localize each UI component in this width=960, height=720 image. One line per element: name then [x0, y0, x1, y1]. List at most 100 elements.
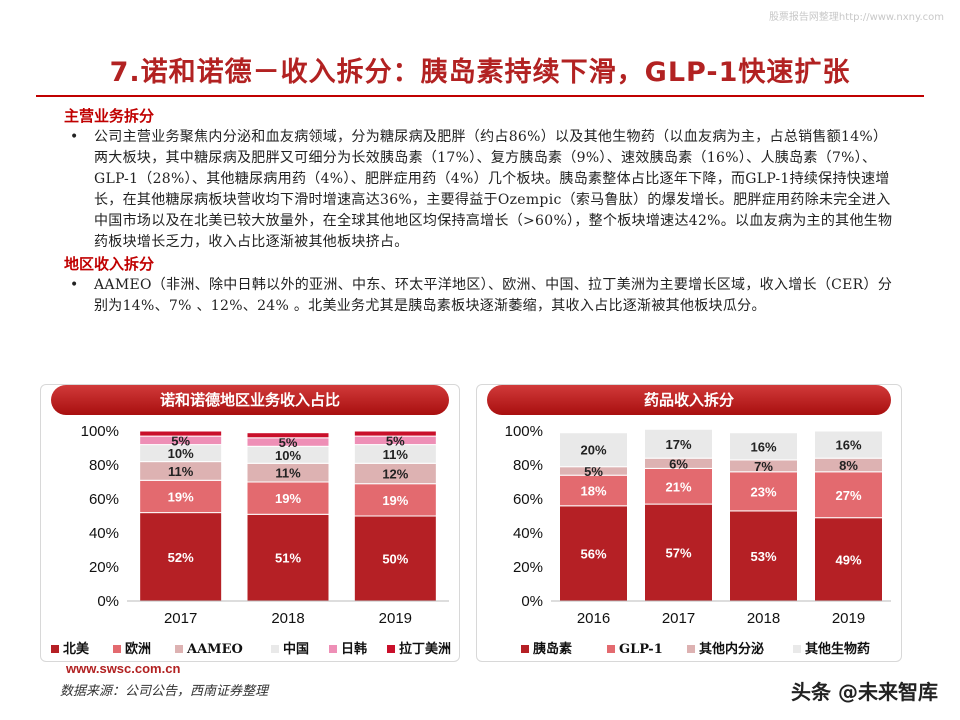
- y-tick-label: 100%: [81, 423, 119, 440]
- chart-panel-region: 诺和诺德地区业务收入占比 0% 20% 40% 60% 80% 100% 52% 19% 11%…: [40, 384, 460, 662]
- legend-swatch: [607, 645, 615, 653]
- legend-label: 北美: [63, 641, 90, 657]
- legend-label: 欧洲: [125, 641, 151, 657]
- chart-title-region: 诺和诺德地区业务收入占比: [51, 385, 449, 415]
- data-label: 6%: [669, 456, 688, 471]
- data-label: 53%: [750, 549, 776, 564]
- source-note: 数据来源：公司公告，西南证券整理: [60, 684, 269, 699]
- data-label: 16%: [835, 438, 861, 453]
- data-label: 50%: [382, 552, 408, 567]
- bar-segment: [644, 467, 713, 505]
- section-heading-business: 主营业务拆分: [64, 107, 155, 125]
- x-tick-label: 2018: [271, 610, 304, 627]
- y-tick-label: 0%: [97, 593, 119, 610]
- data-label: 19%: [168, 489, 194, 504]
- data-label: 27%: [835, 488, 861, 503]
- y-tick-label: 60%: [89, 491, 119, 508]
- data-label: 52%: [168, 550, 194, 565]
- bar-segment: [353, 515, 437, 602]
- data-label: 5%: [171, 433, 190, 448]
- data-label: 11%: [168, 464, 194, 479]
- legend-swatch: [793, 645, 801, 653]
- data-label: 11%: [275, 466, 301, 481]
- data-label: 5%: [279, 435, 298, 450]
- data-label: 7%: [754, 459, 773, 474]
- legend-swatch: [521, 645, 529, 653]
- legend-swatch: [113, 645, 121, 653]
- footer-logo: 头条 @未来智库: [791, 680, 938, 704]
- text-content: 主营业务拆分 • 公司主营业务聚焦内分泌和血友病领域，分为糖尿病及肥胖（约占86…: [64, 105, 894, 317]
- drug-revenue-chart: 0% 20% 40% 60% 80% 100% 56% 18% 5% 20% 2016 57% 21% 6…: [505, 423, 891, 657]
- data-label: 10%: [275, 448, 301, 463]
- section-heading-region: 地区收入拆分: [64, 255, 155, 273]
- legend-swatch: [175, 645, 183, 653]
- title-divider: [36, 95, 924, 97]
- bullet-text-business: 公司主营业务聚焦内分泌和血友病领域，分为糖尿病及肥胖（约占86%）以及其他生物药…: [94, 129, 893, 250]
- bar-segment: [729, 432, 798, 461]
- source-url: www.swsc.com.cn: [66, 661, 181, 676]
- bar-segment: [559, 432, 628, 468]
- bar-segment: [559, 474, 628, 507]
- bullet-region: • AAMEO（非洲、除中日韩以外的亚洲、中东、环太平洋地区）、欧洲、中国、拉丁…: [64, 275, 894, 317]
- x-tick-label: 2016: [577, 610, 610, 627]
- x-tick-label: 2017: [662, 610, 695, 627]
- bar-segment: [353, 430, 437, 437]
- data-label: 18%: [580, 484, 606, 499]
- data-label: 49%: [835, 552, 861, 567]
- y-tick-label: 100%: [505, 423, 543, 440]
- data-label: 5%: [584, 464, 603, 479]
- bullet-business: • 公司主营业务聚焦内分泌和血友病领域，分为糖尿病及肥胖（约占86%）以及其他生…: [64, 127, 894, 253]
- watermark: 股票报告网整理http://www.nxny.com: [768, 12, 944, 23]
- data-label: 51%: [275, 551, 301, 566]
- data-label: 57%: [665, 546, 691, 561]
- y-tick-label: 60%: [513, 491, 543, 508]
- data-label: 10%: [168, 446, 194, 461]
- y-tick-label: 40%: [513, 525, 543, 542]
- bar-segment: [246, 513, 330, 602]
- bar-segment: [814, 471, 883, 519]
- legend-label: AAMEO: [186, 642, 243, 657]
- y-tick-label: 80%: [89, 457, 119, 474]
- bar-segment: [644, 428, 713, 459]
- legend-label: 拉丁美洲: [399, 641, 451, 657]
- legend-swatch: [387, 645, 395, 653]
- region-revenue-chart: 0%20%40%60%80%100%52%19%11%10%5%201751%1…: [51, 423, 451, 657]
- legend-label: 胰岛素: [533, 641, 572, 657]
- x-tick-label: 2019: [832, 610, 865, 627]
- data-label: 21%: [665, 479, 691, 494]
- bar-segment: [246, 432, 330, 439]
- data-label: 8%: [839, 458, 858, 473]
- data-label: 19%: [382, 493, 408, 508]
- y-tick-label: 80%: [513, 457, 543, 474]
- bullet-dot: •: [70, 129, 79, 145]
- bullet-dot: •: [70, 277, 79, 293]
- legend-label: 其他生物药: [805, 641, 870, 657]
- data-label: 11%: [383, 447, 409, 462]
- data-label: 17%: [665, 437, 691, 452]
- legend-swatch: [687, 645, 695, 653]
- data-label: 20%: [580, 443, 606, 458]
- legend-label: 中国: [283, 641, 309, 657]
- data-label: 56%: [580, 546, 606, 561]
- bar-segment: [559, 505, 628, 602]
- chart-title-drug: 药品收入拆分: [487, 385, 891, 415]
- bar-segment: [139, 512, 223, 602]
- legend-label: 其他内分泌: [699, 641, 764, 657]
- bullet-text-region: AAMEO（非洲、除中日韩以外的亚洲、中东、环太平洋地区）、欧洲、中国、拉丁美洲…: [94, 277, 893, 314]
- data-label: 16%: [750, 439, 776, 454]
- bar-segment: [246, 481, 330, 515]
- bar-segment: [729, 471, 798, 512]
- data-label: 19%: [275, 491, 301, 506]
- bar-segment: [139, 479, 223, 514]
- x-tick-label: 2017: [164, 610, 197, 627]
- bar-segment: [139, 430, 223, 437]
- data-label: 12%: [382, 467, 408, 482]
- legend-swatch: [329, 645, 337, 653]
- y-tick-label: 20%: [513, 559, 543, 576]
- x-tick-label: 2019: [379, 610, 412, 627]
- data-label: 23%: [750, 484, 776, 499]
- bar-segment: [353, 483, 437, 517]
- page-title: 7.诺和诺德－收入拆分：胰岛素持续下滑，GLP-1快速扩张: [109, 57, 851, 88]
- legend-swatch: [51, 645, 59, 653]
- y-tick-label: 20%: [89, 559, 119, 576]
